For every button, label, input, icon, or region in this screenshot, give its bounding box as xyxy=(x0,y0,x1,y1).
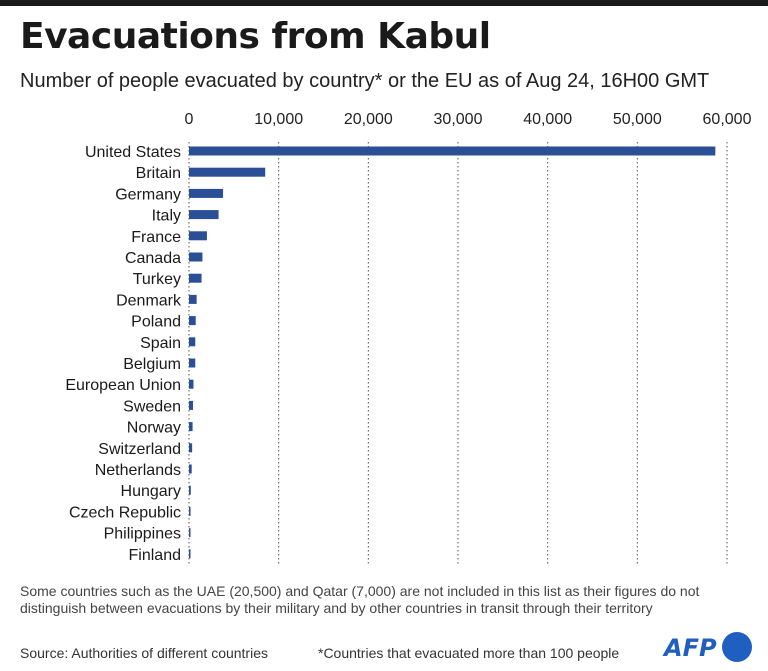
category-label: France xyxy=(131,229,181,246)
afp-logo-text: AFP xyxy=(664,634,717,662)
x-tick-label: 0 xyxy=(185,111,194,128)
asterisk-footnote: *Countries that evacuated more than 100 … xyxy=(318,645,620,661)
afp-logo-dot-icon xyxy=(722,632,752,662)
category-label: Finland xyxy=(129,547,181,564)
chart-subtitle: Number of people evacuated by country* o… xyxy=(20,70,710,92)
source-text: Source: Authorities of different countri… xyxy=(20,645,268,661)
category-label: Canada xyxy=(125,250,181,267)
category-label: Germany xyxy=(115,186,181,203)
bar xyxy=(189,379,194,389)
category-label: Netherlands xyxy=(95,462,181,479)
bar xyxy=(189,294,197,304)
bars xyxy=(189,146,716,559)
bar xyxy=(189,188,224,198)
bar xyxy=(189,485,191,495)
gridlines xyxy=(188,142,728,565)
category-label: Britain xyxy=(136,165,181,182)
category-label: Switzerland xyxy=(98,441,181,458)
bar xyxy=(189,443,193,453)
category-label: European Union xyxy=(65,377,181,394)
bar xyxy=(189,146,716,156)
bar xyxy=(189,506,191,516)
x-tick-label: 40,000 xyxy=(523,111,572,128)
category-label: Italy xyxy=(152,208,181,225)
category-label: Denmark xyxy=(116,292,182,309)
top-rule xyxy=(0,0,768,6)
x-axis-ticks: 0 10,000 20,000 30,000 40,000 50,000 60,000 xyxy=(185,111,752,128)
bar xyxy=(189,252,203,262)
category-label: Poland xyxy=(131,314,181,331)
bar xyxy=(189,422,193,432)
category-labels: United States Britain Germany Italy France Ca… xyxy=(65,144,182,564)
bar xyxy=(189,273,202,283)
footnote-note: Some countries such as the UAE (20,500) … xyxy=(20,583,700,616)
category-label: Philippines xyxy=(104,526,181,543)
bar xyxy=(189,231,207,241)
bar xyxy=(189,400,194,410)
chart-title: Evacuations from Kabul xyxy=(20,16,491,57)
category-label: Norway xyxy=(127,420,181,437)
x-tick-label: 50,000 xyxy=(613,111,662,128)
bar xyxy=(189,464,192,474)
category-label: United States xyxy=(85,144,181,161)
category-label: Sweden xyxy=(123,398,181,415)
category-label: Belgium xyxy=(123,356,181,373)
bar xyxy=(189,528,191,538)
category-label: Turkey xyxy=(133,271,181,288)
category-label: Hungary xyxy=(121,483,181,500)
x-tick-label: 20,000 xyxy=(344,111,393,128)
bar xyxy=(189,316,196,326)
bar xyxy=(189,337,196,347)
bar xyxy=(189,358,196,368)
bar xyxy=(189,210,219,220)
category-label: Spain xyxy=(140,335,181,352)
afp-logo: AFP xyxy=(664,632,754,664)
x-tick-label: 30,000 xyxy=(434,111,483,128)
bar-chart: 0 10,000 20,000 30,000 40,000 50,000 60,000 Un… xyxy=(65,111,752,565)
x-tick-label: 10,000 xyxy=(254,111,303,128)
category-label: Czech Republic xyxy=(69,504,181,521)
bar xyxy=(189,549,191,559)
x-tick-label: 60,000 xyxy=(703,111,752,128)
bar xyxy=(189,167,266,177)
